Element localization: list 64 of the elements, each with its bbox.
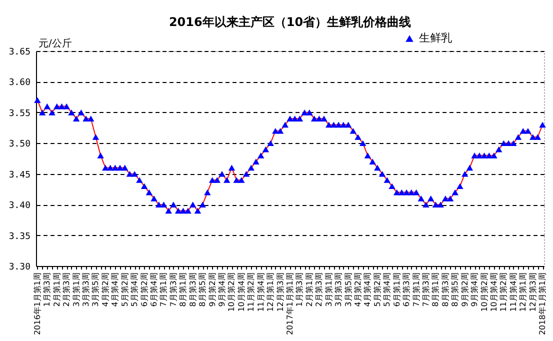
x-tick-label: 10月第2周 bbox=[480, 272, 489, 312]
x-tick-label: 8月第5周 bbox=[198, 272, 208, 307]
x-tick-label: 2018年1月第1周 bbox=[538, 272, 548, 336]
x-tick-label: 3月第1周 bbox=[324, 272, 334, 307]
x-tick-label: 9月第4周 bbox=[470, 272, 480, 307]
x-tick-label: 8月第3周 bbox=[188, 272, 198, 307]
y-tick-label: 3.55 bbox=[8, 108, 30, 119]
x-tick-label: 8月第1周 bbox=[178, 272, 188, 307]
x-tick-label: 4月第4周 bbox=[363, 272, 372, 307]
y-tick-label: 3.40 bbox=[8, 201, 30, 212]
y-tick-label: 3.30 bbox=[8, 262, 30, 272]
x-tick-label: 7月第1周 bbox=[159, 272, 168, 307]
x-tick-label: 7月第3周 bbox=[421, 272, 430, 307]
x-tick-label: 6月第4周 bbox=[150, 272, 159, 307]
x-tick-label: 3月第1周 bbox=[72, 272, 81, 307]
x-tick-label: 1月第3周 bbox=[295, 272, 304, 307]
x-tick-label: 11月第4周 bbox=[508, 272, 518, 312]
x-tick-label: 1月第3周 bbox=[42, 272, 52, 307]
x-tick-label: 2月第1周 bbox=[304, 272, 314, 307]
x-tick-label: 6月第2周 bbox=[140, 272, 149, 307]
x-tick-label: 2017年1月第1周 bbox=[286, 272, 294, 336]
x-tick-label: 3月第3周 bbox=[82, 272, 91, 307]
legend-label: 生鲜乳 bbox=[419, 32, 452, 44]
x-tick-label: 3月第3周 bbox=[334, 272, 344, 307]
x-tick-label: 9月第2周 bbox=[460, 272, 470, 307]
x-tick-label: 9月第2周 bbox=[208, 272, 217, 307]
chart-title: 2016年以来主产区（10省）生鲜乳价格曲线 bbox=[168, 15, 412, 29]
y-axis-title: 元/公斤 bbox=[38, 38, 72, 50]
y-tick-label: 3.50 bbox=[8, 140, 30, 150]
x-tick-label: 11月第4周 bbox=[256, 272, 266, 312]
x-tick-label: 5月第2周 bbox=[120, 272, 130, 307]
x-tick-label: 11月第2周 bbox=[246, 272, 256, 312]
y-tick-label: 3.60 bbox=[8, 78, 30, 88]
x-tick-label: 5月第4周 bbox=[382, 272, 392, 307]
x-tick-label: 4月第2周 bbox=[353, 272, 362, 307]
x-tick-label: 11月第2周 bbox=[499, 272, 508, 312]
x-tick-label: 5月第2周 bbox=[372, 272, 382, 307]
x-tick-label: 7月第3周 bbox=[168, 272, 178, 307]
y-tick-label: 3.45 bbox=[8, 170, 30, 180]
x-tick-label: 12月第3周 bbox=[276, 272, 285, 312]
x-tick-label: 2月第3周 bbox=[314, 272, 324, 307]
x-tick-label: 4月第4周 bbox=[110, 272, 120, 307]
x-tick-label: 3月第5周 bbox=[344, 272, 353, 307]
x-tick-label: 8月第5周 bbox=[450, 272, 460, 307]
x-tick-label: 4月第2周 bbox=[100, 272, 110, 307]
x-tick-label: 5月第4周 bbox=[130, 272, 140, 307]
x-tick-label: 2月第1周 bbox=[52, 272, 62, 307]
x-tick-label: 9月第4周 bbox=[218, 272, 227, 307]
x-tick-label: 10月第4周 bbox=[489, 272, 498, 312]
y-tick-label: 3.65 bbox=[8, 48, 30, 58]
x-tick-label: 6月第1周 bbox=[392, 272, 402, 307]
x-tick-label: 2016年1月第1周 bbox=[32, 272, 42, 336]
x-tick-label: 12月第1周 bbox=[518, 272, 528, 312]
x-tick-label: 3月第5周 bbox=[91, 272, 100, 307]
x-tick-label: 8月第1周 bbox=[431, 272, 440, 307]
x-tick-label: 2月第3周 bbox=[62, 272, 72, 307]
x-tick-label: 10月第4周 bbox=[236, 272, 246, 312]
x-tick-label: 10月第2周 bbox=[227, 272, 236, 312]
x-tick-label: 12月第3周 bbox=[528, 272, 538, 312]
y-tick-label: 3.35 bbox=[8, 232, 30, 242]
x-tick-label: 8月第3周 bbox=[440, 272, 450, 307]
x-tick-label: 6月第3周 bbox=[402, 272, 412, 307]
x-tick-label: 12月第1周 bbox=[266, 272, 276, 312]
x-tick-label: 7月第1周 bbox=[412, 272, 421, 307]
